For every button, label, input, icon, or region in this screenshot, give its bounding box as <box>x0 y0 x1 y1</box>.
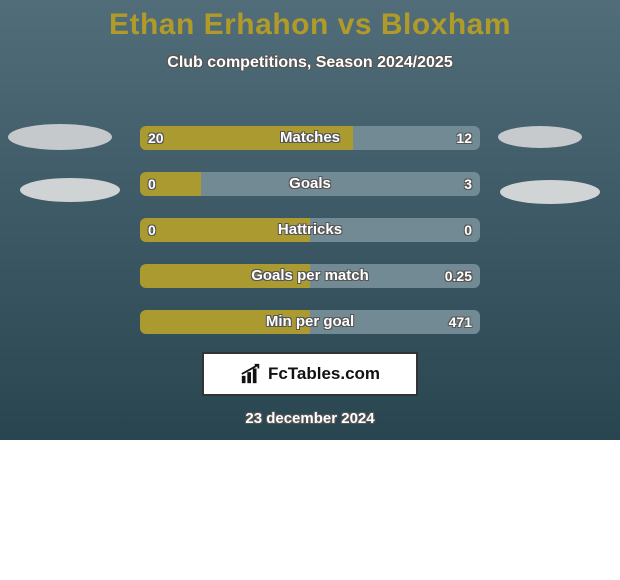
brand-box[interactable]: FcTables.com <box>202 352 418 396</box>
stat-label: Goals per match <box>140 264 480 288</box>
stat-row: Hattricks0 0 <box>140 218 480 242</box>
stat-row: Goals per match0.25 <box>140 264 480 288</box>
bar-chart-icon <box>240 363 262 385</box>
player-ellipse <box>20 178 120 202</box>
stat-left-value: 20 <box>148 126 164 150</box>
stat-right-value: 0.25 <box>445 264 472 288</box>
stat-left-value: 0 <box>148 172 156 196</box>
stat-label: Matches <box>140 126 480 150</box>
stat-label: Hattricks <box>140 218 480 242</box>
player-ellipse <box>498 126 582 148</box>
stat-right-value: 471 <box>449 310 472 334</box>
stat-left-value: 0 <box>148 218 156 242</box>
page-title: Ethan Erhahon vs Bloxham <box>0 0 620 42</box>
player-ellipse <box>8 124 112 150</box>
stat-row: Goals0 3 <box>140 172 480 196</box>
comparison-panel: Ethan Erhahon vs Bloxham Club competitio… <box>0 0 620 440</box>
stat-rows: Matches2012Goals03Hattricks00Goals per m… <box>140 126 480 356</box>
stat-label: Goals <box>140 172 480 196</box>
stat-right-value: 3 <box>464 172 472 196</box>
stat-right-value: 12 <box>456 126 472 150</box>
stat-label: Min per goal <box>140 310 480 334</box>
subtitle: Club competitions, Season 2024/2025 <box>0 54 620 72</box>
stat-right-value: 0 <box>464 218 472 242</box>
stat-row: Matches20 12 <box>140 126 480 150</box>
stat-row: Min per goal471 <box>140 310 480 334</box>
brand-text: FcTables.com <box>268 364 380 384</box>
date-label: 23 december 2024 <box>0 410 620 427</box>
player-ellipse <box>500 180 600 204</box>
